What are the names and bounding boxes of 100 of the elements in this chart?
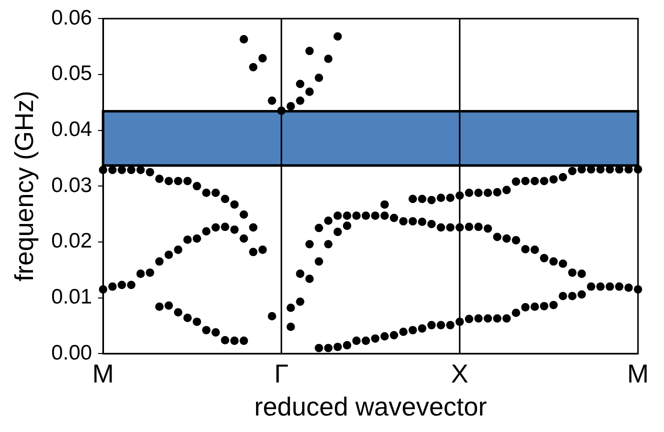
point: [108, 166, 117, 174]
point: [549, 175, 558, 184]
point: [380, 200, 389, 209]
point: [324, 54, 333, 63]
point: [127, 280, 136, 290]
point: [427, 196, 436, 204]
point: [418, 218, 426, 226]
point: [192, 182, 202, 190]
point: [455, 318, 464, 326]
point: [427, 320, 436, 330]
point: [211, 188, 220, 197]
x-tick-label: Γ: [274, 358, 289, 388]
point: [464, 222, 474, 232]
point: [558, 260, 568, 268]
point: [174, 176, 182, 186]
point: [249, 223, 258, 232]
point: [390, 214, 398, 222]
y-tick-label: 0.03: [51, 174, 92, 197]
point: [296, 297, 304, 306]
point: [211, 328, 220, 337]
point: [399, 217, 408, 226]
point: [314, 344, 324, 352]
y-tick-label: 0.05: [51, 62, 92, 86]
y-tick-label: 0.01: [51, 286, 92, 309]
point: [549, 300, 558, 310]
point: [474, 188, 483, 197]
point: [436, 320, 446, 330]
point: [127, 166, 136, 174]
point: [512, 308, 520, 318]
point: [249, 248, 258, 256]
point: [596, 282, 605, 291]
point: [418, 324, 426, 333]
point: [521, 244, 530, 254]
point: [183, 314, 192, 322]
point: [390, 330, 398, 340]
point: [408, 326, 417, 334]
point: [577, 270, 586, 278]
point: [230, 200, 239, 209]
point: [615, 282, 624, 291]
point: [362, 336, 370, 345]
point: [118, 166, 126, 174]
point: [230, 336, 239, 345]
point: [436, 194, 446, 202]
point: [502, 314, 511, 323]
point: [568, 166, 577, 176]
x-axis-title: reduced wavevector: [254, 392, 488, 422]
point: [493, 232, 502, 242]
point: [577, 290, 586, 299]
point: [333, 228, 342, 236]
point: [427, 220, 436, 228]
point: [380, 332, 389, 340]
point: [192, 318, 202, 326]
point: [314, 224, 324, 232]
point: [174, 246, 182, 254]
point: [164, 250, 173, 259]
point: [296, 96, 304, 105]
point: [484, 188, 492, 197]
point: [549, 257, 558, 266]
point: [183, 236, 192, 244]
x-tick-label: M: [627, 358, 649, 388]
point: [446, 194, 455, 202]
point: [455, 191, 464, 200]
point: [521, 176, 530, 186]
point: [324, 240, 333, 248]
point: [464, 188, 474, 197]
point: [399, 328, 408, 336]
point: [240, 336, 248, 345]
point: [211, 223, 220, 232]
point: [258, 246, 267, 254]
point: [530, 246, 539, 254]
x-tick-label: X: [451, 358, 468, 388]
point: [240, 234, 248, 243]
point: [558, 172, 568, 182]
point: [192, 234, 202, 243]
point: [164, 176, 173, 186]
point: [502, 234, 511, 243]
point: [240, 210, 248, 219]
point: [314, 74, 324, 82]
point: [446, 223, 455, 232]
point: [502, 186, 511, 194]
point: [474, 314, 483, 323]
point: [305, 274, 314, 283]
y-tick-label: 0.02: [51, 230, 92, 253]
point: [296, 80, 304, 88]
point: [202, 188, 211, 197]
point: [324, 216, 333, 225]
point: [352, 211, 361, 220]
point: [352, 336, 361, 345]
point: [220, 194, 230, 204]
point: [362, 211, 370, 220]
point: [220, 336, 230, 344]
point: [268, 312, 276, 320]
point: [202, 227, 211, 236]
point: [530, 176, 539, 186]
point: [540, 176, 548, 186]
y-tick-label: 0.06: [51, 6, 92, 30]
point: [183, 176, 192, 186]
point: [305, 88, 314, 96]
point: [371, 334, 380, 343]
point: [493, 188, 502, 196]
